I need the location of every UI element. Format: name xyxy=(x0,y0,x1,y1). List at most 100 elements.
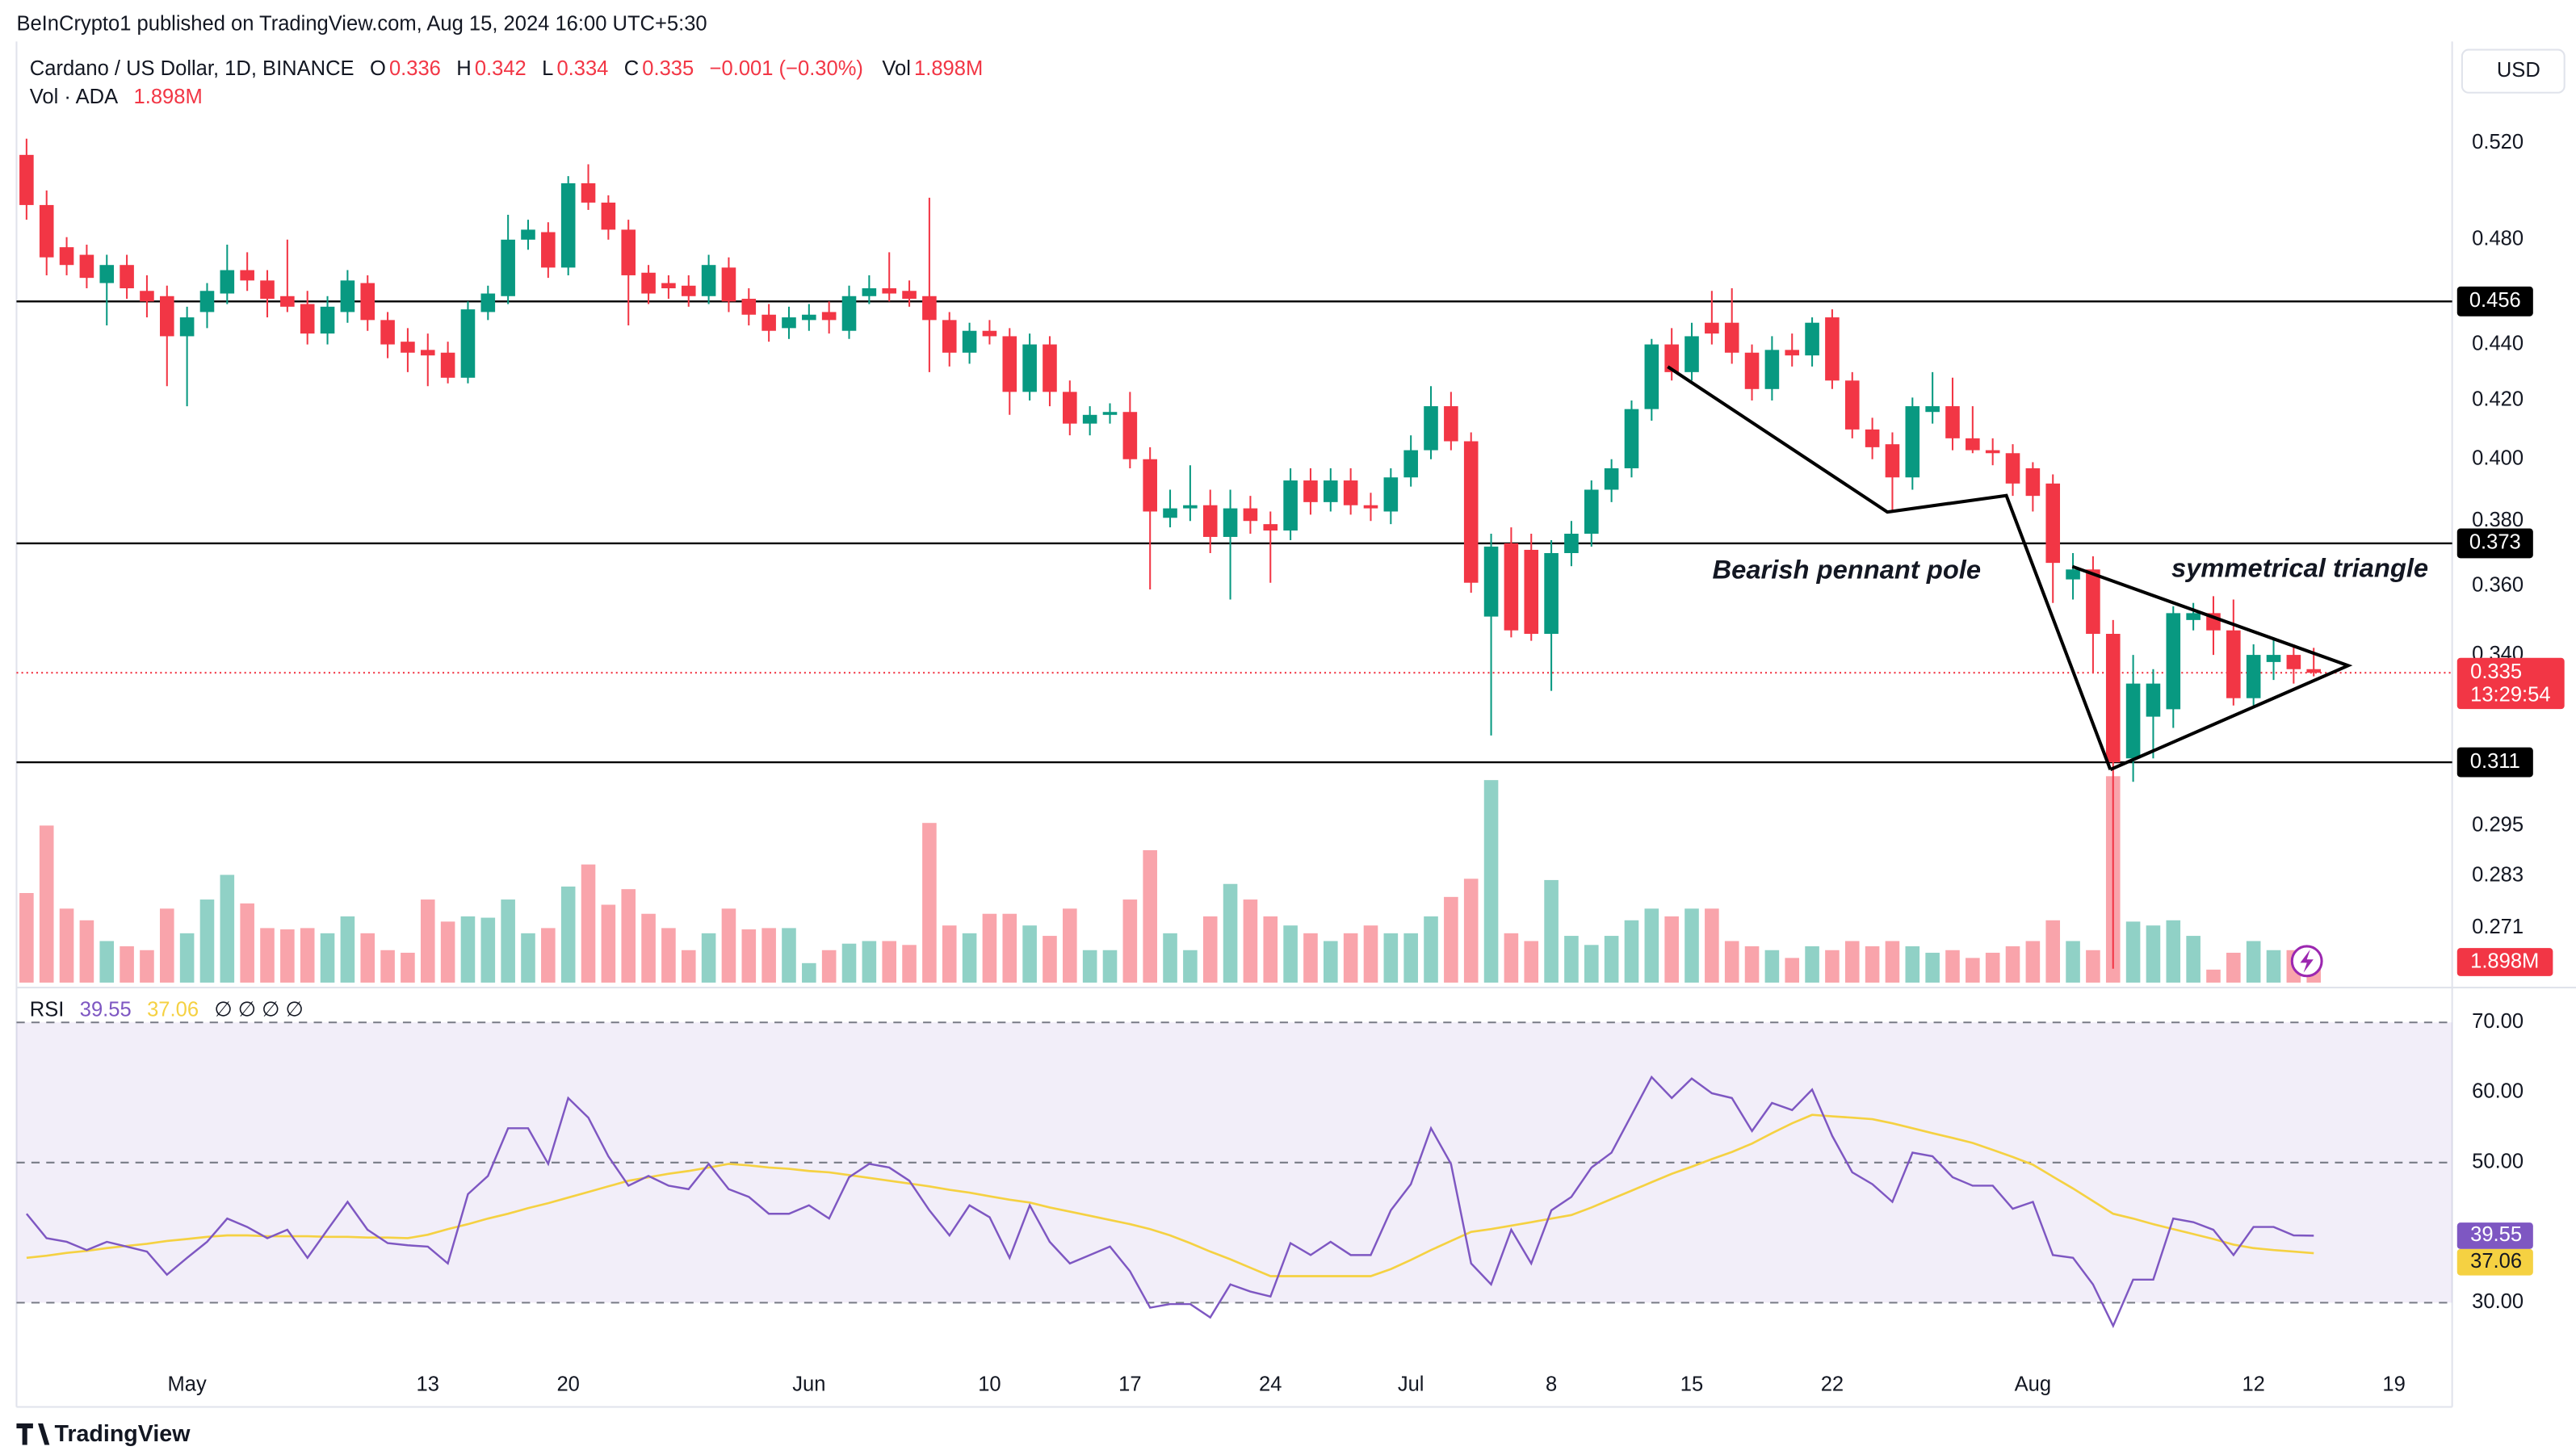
volume-bar xyxy=(1163,933,1177,983)
candle-body xyxy=(2066,569,2080,580)
candle-body xyxy=(1684,336,1699,372)
volume-bar xyxy=(1122,899,1138,983)
volume-bar xyxy=(1624,920,1639,983)
legend-key: H xyxy=(456,57,471,80)
x-tick-label: 15 xyxy=(1680,1373,1703,1396)
volume-bar xyxy=(841,943,857,983)
candle-body xyxy=(19,154,34,205)
candle-body xyxy=(480,293,496,312)
candle-body xyxy=(560,182,576,268)
candle-body xyxy=(2005,453,2020,484)
volume-bar xyxy=(2146,925,2161,983)
candle-body xyxy=(1785,350,1800,356)
candle-body xyxy=(942,320,957,353)
brand-logo xyxy=(16,1423,50,1445)
volume-bar xyxy=(902,945,917,983)
legend-value: 1.898M xyxy=(914,57,983,80)
candle-body xyxy=(1183,505,1198,509)
volume-bar xyxy=(1905,946,1920,983)
candle-body xyxy=(1925,406,1940,413)
candle-body xyxy=(1063,392,1077,424)
publisher: BeInCrypto1 published on TradingView.com… xyxy=(16,13,707,36)
volume-bar xyxy=(1303,933,1318,983)
currency-button[interactable] xyxy=(2461,48,2566,94)
volume-label: 1.898M xyxy=(2470,950,2539,972)
volume-bar xyxy=(1805,946,1819,983)
candle-body xyxy=(1424,406,1438,451)
volume-bar xyxy=(140,950,154,983)
candle-body xyxy=(1263,524,1278,531)
drawings xyxy=(1667,365,2353,772)
volume-bar xyxy=(581,864,596,983)
candle-body xyxy=(1744,352,1760,389)
y-tick-label: 0.283 xyxy=(2472,864,2524,887)
y-tick-label: 0.420 xyxy=(2472,388,2524,411)
candle-body xyxy=(2266,655,2281,662)
candle-body xyxy=(721,267,736,302)
candle-body xyxy=(2105,634,2121,763)
candle-body xyxy=(1383,477,1399,512)
volume-bar xyxy=(220,874,235,983)
volume-bar xyxy=(1002,913,1017,983)
candle-body xyxy=(862,288,877,296)
candle-body xyxy=(1504,543,1519,631)
candle-body xyxy=(1624,409,1639,468)
currency[interactable]: USD xyxy=(2497,59,2540,82)
candle-body xyxy=(2146,683,2161,717)
volume-bar xyxy=(2246,941,2261,983)
candle-body xyxy=(39,204,54,258)
volume-bar xyxy=(621,889,636,983)
volume-bar xyxy=(39,825,54,983)
candle-body xyxy=(882,288,897,294)
annotation: Bearish pennant pole xyxy=(1713,554,1982,584)
candle-body xyxy=(340,280,355,312)
volume-bar xyxy=(1223,883,1238,983)
volume-bar xyxy=(1324,941,1338,983)
candle-body xyxy=(159,296,174,337)
level-label: 0.311 xyxy=(2470,750,2520,773)
y-tick-label: 0.360 xyxy=(2472,574,2524,597)
rsi-value-label: 37.06 xyxy=(2470,1250,2522,1273)
candle-body xyxy=(501,239,515,296)
volume-bar xyxy=(380,950,395,983)
x-tick-label: 19 xyxy=(2382,1373,2405,1396)
volume-legend: Vol · ADA 1.898M xyxy=(30,86,203,108)
annotation: symmetrical triangle xyxy=(2171,552,2428,582)
legend-change: −0.001 (−0.30%) xyxy=(710,57,863,80)
candle-body xyxy=(1865,429,1880,447)
candle-body xyxy=(2125,683,2141,759)
volume-bar xyxy=(2066,941,2080,983)
candle-body xyxy=(2166,613,2181,710)
candle-body xyxy=(1483,546,1499,617)
x-tick-label: 17 xyxy=(1118,1373,1141,1396)
rsi-inputs: ∅ ∅ ∅ ∅ xyxy=(214,998,303,1021)
symbol-title: Cardano / US Dollar, 1D, BINANCE xyxy=(30,57,355,80)
volume-bar xyxy=(641,913,656,983)
candle-body xyxy=(922,296,937,321)
rsi-line xyxy=(26,1113,2314,1277)
volume-bar xyxy=(1966,958,1980,983)
level-label-box xyxy=(2456,747,2533,778)
rsi-value-box xyxy=(2456,1222,2533,1249)
level-label: 0.456 xyxy=(2469,289,2521,312)
volume-bar xyxy=(2226,952,2241,983)
volume-bar xyxy=(521,933,535,983)
volume-bar xyxy=(1483,780,1499,983)
last-price-label: 0.335 xyxy=(2470,660,2522,683)
x-tick-label: 12 xyxy=(2242,1373,2264,1396)
candle-body xyxy=(1705,322,1719,334)
volume-bar xyxy=(1504,933,1519,983)
candle-body xyxy=(1524,549,1539,635)
level-label-box xyxy=(2456,528,2533,559)
y-tick-label: 0.295 xyxy=(2472,814,2524,837)
volume-bar xyxy=(460,916,476,983)
candle-body xyxy=(1985,450,2000,454)
volume-bar xyxy=(1102,950,1118,983)
volume-bar xyxy=(1363,925,1378,983)
volume-bar xyxy=(1243,899,1258,983)
candle-body xyxy=(761,314,776,331)
volume-bar xyxy=(761,928,776,983)
volume-bar xyxy=(2025,941,2041,983)
